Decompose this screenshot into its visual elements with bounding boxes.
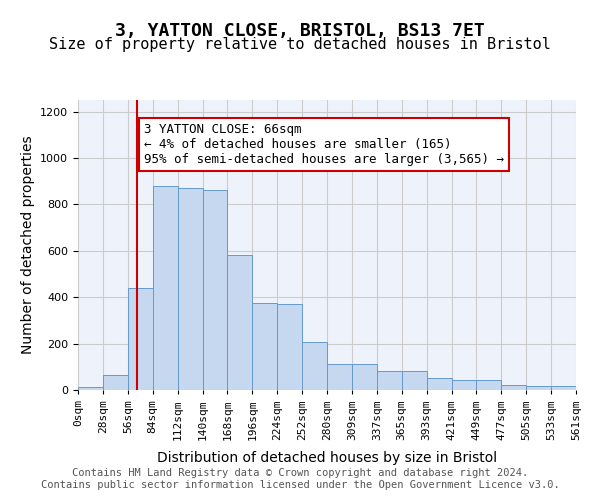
- Bar: [78, 387, 103, 390]
- Text: 3 YATTON CLOSE: 66sqm
← 4% of detached houses are smaller (165)
95% of semi-deta: 3 YATTON CLOSE: 66sqm ← 4% of detached h…: [144, 123, 504, 166]
- Bar: [502, 385, 526, 390]
- Bar: [227, 256, 253, 390]
- Bar: [302, 342, 327, 390]
- Bar: [352, 364, 377, 390]
- Bar: [476, 380, 502, 390]
- Bar: [277, 304, 302, 390]
- Text: 3, YATTON CLOSE, BRISTOL, BS13 7ET: 3, YATTON CLOSE, BRISTOL, BS13 7ET: [115, 22, 485, 40]
- Text: Contains HM Land Registry data © Crown copyright and database right 2024.
Contai: Contains HM Land Registry data © Crown c…: [41, 468, 559, 490]
- X-axis label: Distribution of detached houses by size in Bristol: Distribution of detached houses by size …: [157, 450, 497, 464]
- Bar: [402, 372, 427, 390]
- Bar: [526, 386, 551, 390]
- Bar: [327, 364, 352, 390]
- Bar: [178, 188, 203, 390]
- Bar: [427, 378, 452, 390]
- Bar: [128, 288, 153, 390]
- Bar: [203, 190, 227, 390]
- Text: Size of property relative to detached houses in Bristol: Size of property relative to detached ho…: [49, 38, 551, 52]
- Bar: [377, 372, 402, 390]
- Y-axis label: Number of detached properties: Number of detached properties: [20, 136, 35, 354]
- Bar: [103, 375, 128, 390]
- Bar: [551, 386, 576, 390]
- Bar: [152, 186, 178, 390]
- Bar: [452, 380, 476, 390]
- Bar: [253, 303, 277, 390]
